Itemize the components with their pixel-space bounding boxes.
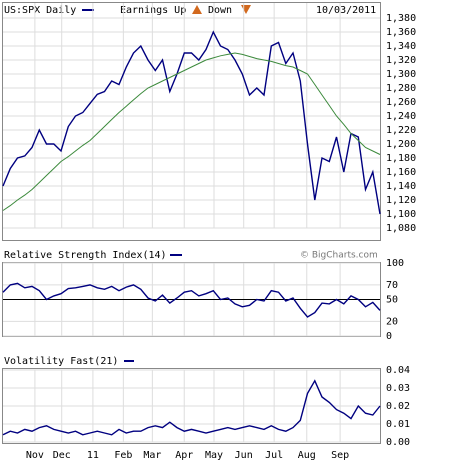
y-tick-label: 50 xyxy=(386,295,398,306)
vol-title: Volatility Fast(21) xyxy=(4,356,118,367)
x-tick-label: Sep xyxy=(331,450,349,461)
y-tick-label: 1,340 xyxy=(386,41,416,52)
credit: © BigCharts.com xyxy=(300,251,378,261)
x-tick-label: Dec xyxy=(53,450,71,461)
x-tick-label: May xyxy=(205,450,223,461)
y-tick-label: 20 xyxy=(386,316,398,327)
price-title: US:SPX Daily xyxy=(4,5,76,16)
rsi-title: Relative Strength Index(14) xyxy=(4,250,167,261)
x-tick-label: Apr xyxy=(175,450,193,461)
y-tick-label: 0.00 xyxy=(386,437,410,448)
vol-frame xyxy=(2,368,381,444)
x-tick-label: Aug xyxy=(298,450,316,461)
y-tick-label: 1,120 xyxy=(386,195,416,206)
y-tick-label: 1,180 xyxy=(386,153,416,164)
series-line xyxy=(2,52,381,211)
y-tick-label: 100 xyxy=(386,258,404,269)
x-tick-label: Nov xyxy=(26,450,44,461)
series-line xyxy=(2,379,381,436)
y-tick-label: 1,160 xyxy=(386,167,416,178)
y-tick-label: 1,380 xyxy=(386,13,416,24)
y-tick-label: 1,240 xyxy=(386,111,416,122)
x-tick-label: Jul xyxy=(265,450,283,461)
x-tick-label: Mar xyxy=(143,450,161,461)
y-tick-label: 1,300 xyxy=(386,69,416,80)
y-tick-label: 1,080 xyxy=(386,223,416,234)
y-tick-label: 1,260 xyxy=(386,97,416,108)
y-tick-label: 0.03 xyxy=(386,383,410,394)
earnings-down: Down xyxy=(208,5,232,16)
y-tick-label: 0.04 xyxy=(386,365,410,376)
y-tick-label: 1,100 xyxy=(386,209,416,220)
y-tick-label: 1,360 xyxy=(386,27,416,38)
x-tick-label: Feb xyxy=(114,450,132,461)
y-tick-label: 1,200 xyxy=(386,139,416,150)
y-tick-label: 1,280 xyxy=(386,83,416,94)
y-tick-label: 1,320 xyxy=(386,55,416,66)
series-line xyxy=(2,30,381,215)
earnings-down-icon xyxy=(241,5,251,14)
earnings-up-icon xyxy=(192,5,202,14)
series-line xyxy=(2,282,381,318)
x-tick-label: Jun xyxy=(235,450,253,461)
date: 10/03/2011 xyxy=(316,5,376,16)
x-tick-label: 11 xyxy=(87,450,99,461)
y-tick-label: 1,220 xyxy=(386,125,416,136)
y-tick-label: 70 xyxy=(386,280,398,291)
earnings-up: Earnings Up xyxy=(120,5,186,16)
y-tick-label: 0.02 xyxy=(386,401,410,412)
y-tick-label: 0 xyxy=(386,331,392,342)
y-tick-label: 0.01 xyxy=(386,419,410,430)
price-frame xyxy=(2,2,381,241)
y-tick-label: 1,140 xyxy=(386,181,416,192)
